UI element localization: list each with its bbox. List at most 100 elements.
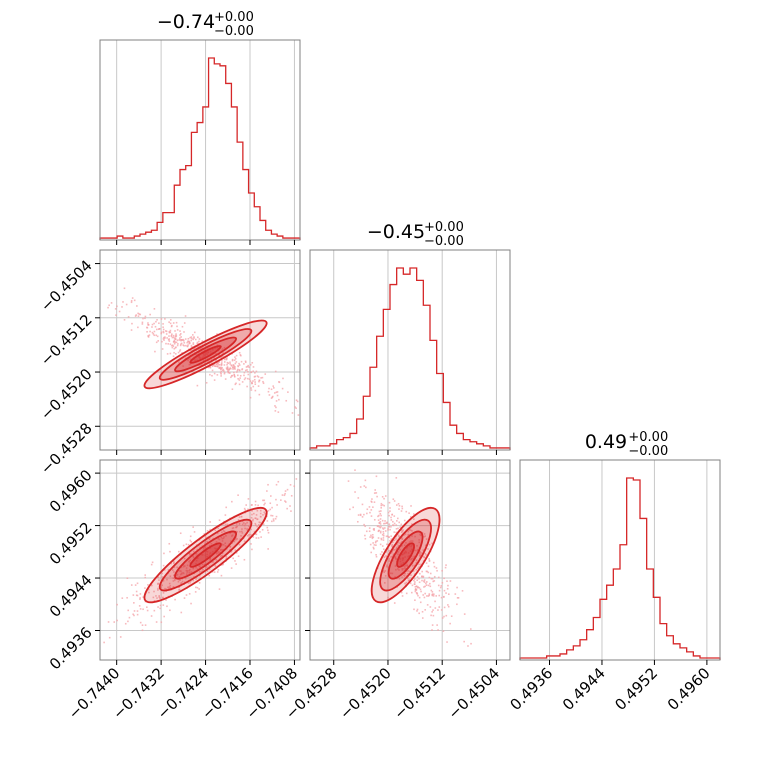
sample-point [442,630,445,632]
contour-level-1 [158,328,253,381]
sample-point [425,582,427,585]
sample-point [201,357,204,360]
sample-point [410,591,413,594]
sample-point [139,597,141,599]
sample-point [272,385,275,387]
sample-point [185,567,188,569]
sample-point [252,380,254,382]
panel-2-0-density [103,478,298,644]
sample-point [157,576,159,578]
sample-point [399,558,402,560]
sample-point [243,378,246,381]
sample-point [239,377,241,379]
sample-point [271,395,274,398]
sample-point [177,343,179,345]
sample-point [212,537,214,540]
sample-point [419,601,422,604]
sample-point [244,361,247,364]
sample-point [395,552,398,555]
sample-point [116,603,118,606]
sample-point [245,504,248,506]
sample-point [276,391,279,393]
sample-point [207,351,210,354]
sample-point [124,622,127,625]
sample-point [390,538,393,540]
sample-point [363,485,366,487]
sample-point [216,362,219,364]
sample-point [211,369,214,372]
sample-point [270,388,273,391]
sample-point [155,341,158,344]
sample-point [168,542,171,545]
sample-point [389,572,392,575]
sample-point [136,594,139,597]
sample-point [138,605,141,607]
sample-point [174,347,177,349]
sample-point [190,553,193,556]
sample-point [209,559,211,561]
sample-point [235,538,237,541]
sample-point [236,538,238,540]
sample-point [238,516,241,518]
sample-point [182,339,185,342]
sample-point [280,499,282,501]
sample-point [234,549,237,551]
sample-point [409,550,412,552]
sample-point [157,340,160,342]
sample-point [261,376,264,379]
sample-point [213,356,215,359]
sample-point [162,579,165,582]
sample-point [228,368,231,370]
sample-point [291,412,294,414]
sample-point [176,329,179,331]
sample-point [437,629,439,631]
sample-point [195,578,197,580]
sample-point [182,564,185,566]
sample-point [410,558,413,561]
sample-point [234,538,236,541]
sample-point [215,559,218,561]
sample-point [183,344,185,347]
sample-point [402,562,405,564]
sample-point [181,325,184,328]
sample-point [409,570,411,573]
sample-point [409,558,412,561]
sample-point [220,373,222,375]
sample-point [172,336,175,339]
sample-point [414,599,416,602]
sample-point [131,322,133,325]
sample-point [401,559,404,562]
sample-point [226,361,229,364]
sample-point [262,514,264,516]
sample-point [381,545,384,547]
sample-point [411,548,413,551]
sample-point [165,342,167,345]
sample-point [172,577,175,579]
sample-point [190,339,193,342]
sample-point [218,519,221,522]
sample-point [165,588,168,591]
sample-point [375,554,377,556]
sample-point [386,535,389,537]
sample-point [235,551,238,554]
sample-point [158,322,160,325]
sample-point [151,561,154,564]
sample-point [419,572,421,575]
sample-point [422,555,425,558]
sample-point [400,523,403,526]
panel-1-0-frame [99,249,301,451]
sample-point [237,368,239,371]
sample-point [440,585,443,587]
title-value: −0.45 [367,221,425,243]
sample-point [264,502,266,505]
sample-point [130,299,133,302]
sample-point [216,547,219,550]
sample-point [217,569,220,571]
sample-point [179,573,182,576]
sample-point [164,330,167,332]
sample-point [134,584,137,586]
sample-point [404,567,407,570]
sample-point [173,339,176,342]
sample-point [221,537,224,540]
sample-point [182,565,185,568]
